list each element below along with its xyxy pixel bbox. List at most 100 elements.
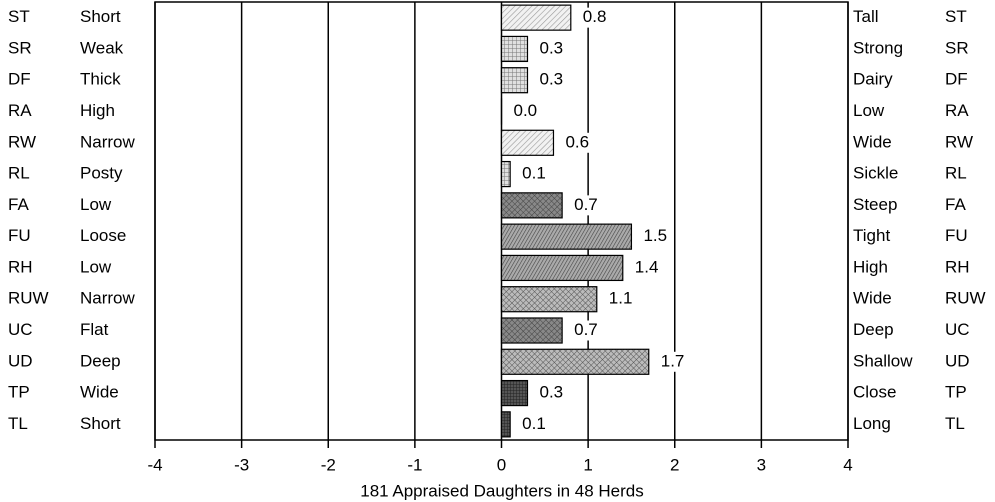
value-label: 0.7 [574,320,598,339]
x-tick-label: 0 [497,455,506,474]
value-label-bg [604,289,637,310]
value-label-bg [518,164,551,185]
trait-code: ST [945,7,967,26]
trait-code: RUW [945,289,986,308]
value-label-bg [630,257,663,278]
x-axis-label: 181 Appraised Daughters in 48 Herds [360,481,644,500]
value-label: 0.1 [522,164,546,183]
trait-code: UC [8,320,33,339]
x-tick-label: -1 [407,455,422,474]
x-tick-label: -3 [234,455,249,474]
bar [500,192,563,219]
high-label: Wide [853,289,892,308]
low-label: Low [80,195,112,214]
value-label-bg [518,414,551,435]
x-tick-label: -4 [147,455,162,474]
low-label: Low [80,257,112,276]
trait-code: DF [945,70,968,89]
trait-code: RW [945,132,973,151]
bar [500,67,529,94]
bar [500,411,511,438]
value-label-bg [535,38,568,59]
value-label-bg [509,101,542,122]
value-label: 0.8 [583,7,607,26]
trait-code: RA [945,101,969,120]
bar [500,129,555,156]
trait-code: UD [945,351,970,370]
trait-code: FU [945,226,968,245]
high-label: Tall [853,7,879,26]
trait-code: RL [8,164,30,183]
trait-code: UC [945,320,970,339]
trait-code: TP [945,383,967,402]
x-tick-label: -2 [321,455,336,474]
low-label: Narrow [80,132,136,151]
trait-code: TL [945,414,965,433]
low-label: Wide [80,383,119,402]
low-label: Deep [80,351,121,370]
high-label: High [853,257,888,276]
value-label-bg [561,132,594,153]
value-label: 0.1 [522,414,546,433]
trait-code: TP [8,383,30,402]
value-label: 0.3 [539,70,563,89]
trait-code: RL [945,164,967,183]
value-label: 1.1 [609,289,633,308]
high-label: Strong [853,38,903,57]
low-label: Flat [80,320,109,339]
value-label: 1.7 [661,351,685,370]
value-label-bg [656,351,689,372]
trait-code: RUW [8,289,49,308]
trait-code: RW [8,132,36,151]
high-label: Shallow [853,351,913,370]
trait-code: SR [945,38,969,57]
value-label: 0.6 [565,132,589,151]
bar [500,223,633,250]
low-label: Narrow [80,289,136,308]
bar [500,348,650,375]
trait-code: ST [8,7,30,26]
high-label: Long [853,414,891,433]
low-label: Thick [80,70,121,89]
high-label: Wide [853,132,892,151]
trait-code: FU [8,226,31,245]
high-label: Low [853,101,885,120]
trait-code: RH [945,257,970,276]
trait-code: FA [945,195,966,214]
trait-code: DF [8,70,31,89]
low-label: Short [80,414,121,433]
value-label: 0.7 [574,195,598,214]
trait-code: RA [8,101,32,120]
bar [500,4,572,31]
value-label-bg [535,70,568,91]
value-label: 0.0 [514,101,538,120]
value-label-bg [570,195,603,216]
low-label: Weak [80,38,124,57]
high-label: Sickle [853,164,898,183]
trait-code: RH [8,257,33,276]
value-label-bg [535,383,568,404]
low-label: Short [80,7,121,26]
high-label: Close [853,383,896,402]
high-label: Tight [853,226,890,245]
trait-code: UD [8,351,33,370]
x-tick-label: 4 [843,455,852,474]
trait-code: TL [8,414,28,433]
value-label: 1.5 [643,226,667,245]
low-label: High [80,101,115,120]
bar [500,35,529,63]
bar [500,379,529,407]
bar [500,317,563,344]
high-label: Steep [853,195,897,214]
high-label: Deep [853,320,894,339]
value-label: 0.3 [539,38,563,57]
bar [500,254,624,282]
x-tick-label: 3 [757,455,766,474]
low-label: Posty [80,164,123,183]
x-tick-label: 2 [670,455,679,474]
bar [500,286,598,313]
value-label: 0.3 [539,383,563,402]
x-tick-label: 1 [583,455,592,474]
trait-code: SR [8,38,32,57]
